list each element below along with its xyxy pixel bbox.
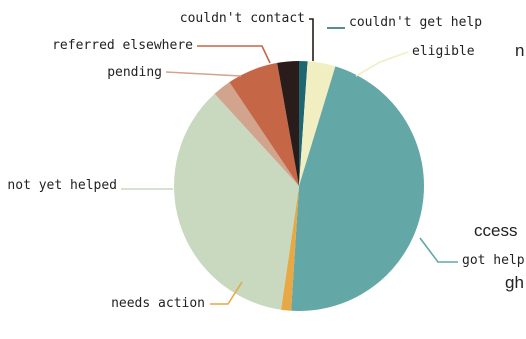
leader-line: [197, 45, 271, 64]
slice-label: not yet helped: [7, 178, 117, 193]
leader-line: [210, 281, 243, 305]
background-text-2: ccess: [474, 221, 518, 240]
pie-slice-couldn-t-get-help: [299, 61, 308, 186]
pie-slice-not-yet-helped: [173, 93, 299, 310]
background-text-1: n: [515, 41, 525, 60]
pie-slice-needs-action: [281, 186, 299, 311]
slice-label: pending: [107, 65, 162, 80]
slice-labels: couldn't get help eligible got help needs a…: [7, 11, 524, 311]
pie-slice-eligible: [299, 61, 336, 186]
pie-slice-couldn-t-contact: [277, 61, 299, 186]
pie-slice-pending: [214, 82, 299, 186]
slice-label: couldn't contact: [180, 11, 305, 26]
leader-line: [165, 71, 242, 77]
leader-line: [355, 51, 409, 77]
pie-slice-referred-elsewhere: [229, 62, 299, 186]
pie-slice-got-help: [291, 66, 424, 311]
slice-label: needs action: [111, 296, 205, 311]
leader-lines: [121, 18, 458, 305]
slice-label: got help: [462, 253, 525, 268]
slice-label: couldn't get help: [349, 15, 482, 30]
background-text-3: gh: [505, 273, 524, 292]
leader-line: [309, 18, 314, 61]
leader-line: [419, 237, 458, 263]
slice-label: referred elsewhere: [52, 38, 193, 53]
slice-label: eligible: [412, 44, 475, 59]
pie-slices: [173, 61, 424, 311]
